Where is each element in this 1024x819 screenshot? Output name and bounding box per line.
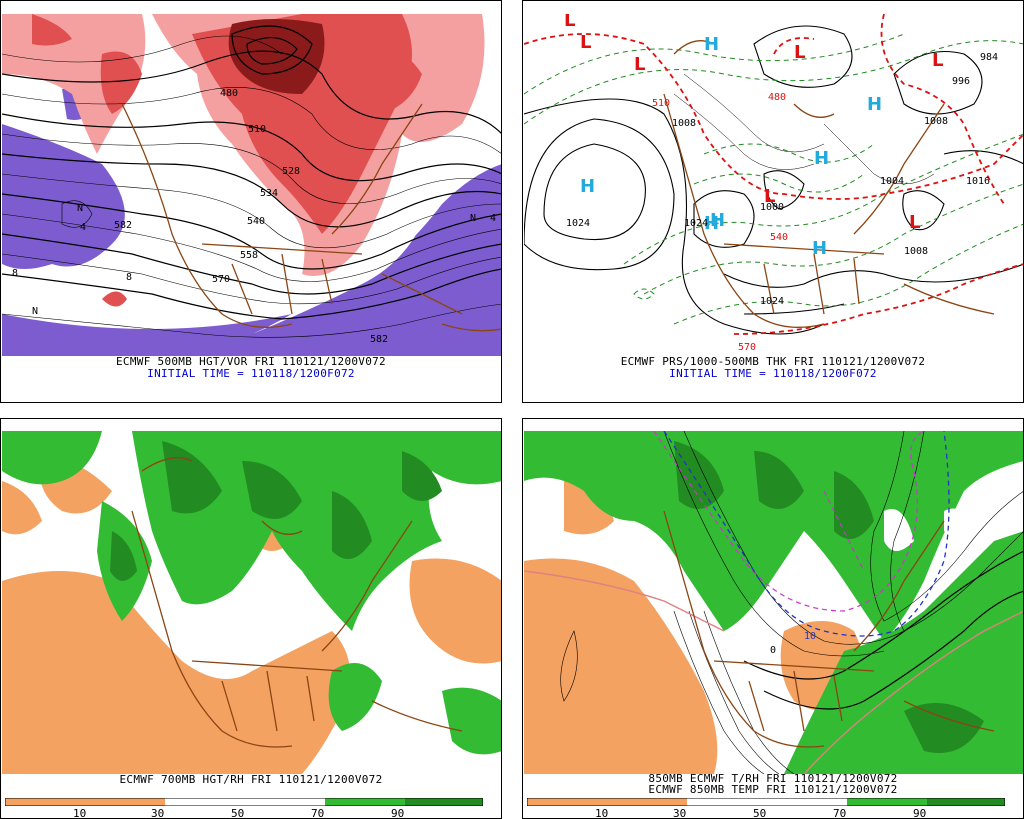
contour-label: 570	[212, 274, 230, 285]
contour-label: 4	[80, 222, 86, 233]
high-pressure-label: H	[704, 34, 719, 55]
negative-vorticity-area	[2, 124, 125, 269]
map-500mb-vorticity: 480 510 534 540 558 570 582 582 528 8 8 …	[2, 14, 501, 356]
contour-label: N	[77, 203, 83, 214]
initial-time-caption: INITIAL TIME = 110118/1200F072	[669, 367, 877, 380]
low-pressure-label: L	[932, 50, 943, 71]
map-850mb-temp-rh: 0 10	[524, 431, 1023, 774]
rh-colorbar	[5, 798, 483, 806]
colorbar-label: 50	[231, 807, 245, 819]
high-pressure-label: H	[814, 148, 829, 169]
contour-label: 8	[12, 268, 18, 279]
contour-label: 534	[260, 188, 278, 199]
panel-850mb-temp-rh: 0 10 850MB ECMWF T/RH FRI 110121/1200V07…	[522, 418, 1024, 819]
panel-caption: 850MB ECMWF T/RH FRI 110121/1200V072	[648, 772, 898, 785]
colorbar-label: 30	[151, 807, 165, 819]
low-pressure-label: L	[580, 32, 591, 53]
contour-label: 8	[126, 272, 132, 283]
panel-700mb-rh: ECMWF 700MB HGT/RH FRI 110121/1200V072 1…	[0, 418, 502, 819]
isobar-label: 1004	[880, 176, 904, 187]
high-pressure-label: H	[710, 210, 725, 231]
contour-label: 582	[370, 334, 388, 345]
high-pressure-label: H	[704, 213, 719, 234]
low-pressure-label: L	[564, 14, 575, 31]
isobar-label: 1008	[672, 118, 696, 129]
contour-label: 0	[770, 645, 776, 656]
isobar-label: 984	[980, 52, 998, 63]
thickness-label: 480	[768, 92, 786, 103]
colorbar-label: 30	[673, 807, 687, 819]
contour-label: N	[470, 213, 476, 224]
panel-caption-secondary: ECMWF 850MB TEMP FRI 110121/1200V072	[648, 783, 898, 796]
thickness-label: 570	[738, 342, 756, 353]
colorbar-label: 70	[833, 807, 847, 819]
isobar-label: 1016	[966, 176, 990, 187]
contour-label: 510	[248, 124, 266, 135]
colorbar-label: 70	[311, 807, 325, 819]
map-700mb-rh	[2, 431, 501, 774]
contour-label: 540	[247, 216, 265, 227]
isobar-label: 1024	[684, 218, 708, 229]
panel-caption: ECMWF 500MB HGT/VOR FRI 110121/1200V072	[116, 355, 386, 368]
dry-air-area	[524, 558, 718, 774]
colorbar-label: 10	[595, 807, 609, 819]
low-pressure-label: L	[634, 54, 645, 75]
high-pressure-label: H	[867, 94, 882, 115]
isobar-label: 1008	[924, 116, 948, 127]
panel-500mb-vorticity: 480 510 534 540 558 570 582 582 528 8 8 …	[0, 0, 502, 403]
isobar-label: 1008	[904, 246, 928, 257]
colorbar-label: 90	[391, 807, 405, 819]
thickness-label: 540	[770, 232, 788, 243]
colorbar-label: 90	[913, 807, 927, 819]
panel-caption: ECMWF PRS/1000-500MB THK FRI 110121/1200…	[620, 355, 926, 368]
high-pressure-label: H	[812, 238, 827, 259]
contour-label: 10	[804, 631, 816, 642]
panel-pressure-thickness: H H H H H H H L L L L L L L 1024 1024 10…	[522, 0, 1024, 403]
isobar-label: 1024	[566, 218, 590, 229]
panel-caption: ECMWF 700MB HGT/RH FRI 110121/1200V072	[119, 773, 383, 786]
freezing-line	[653, 431, 925, 612]
isobar-label: 1000	[760, 202, 784, 213]
thickness-label: 510	[652, 98, 670, 109]
colorbar-label: 50	[753, 807, 767, 819]
low-pressure-label: L	[909, 212, 920, 233]
low-pressure-label: L	[764, 186, 775, 207]
colorbar-label: 10	[73, 807, 87, 819]
positive-vorticity-area	[2, 14, 146, 154]
contour-label: 558	[240, 250, 258, 261]
rh-colorbar	[527, 798, 1005, 806]
map-pressure-thickness: H H H H H H H L L L L L L L 1024 1024 10…	[524, 14, 1023, 356]
contour-label: 528	[282, 166, 300, 177]
isobar-label: 996	[952, 76, 970, 87]
thickness-540-line	[524, 33, 1023, 200]
high-pressure-label: H	[580, 176, 595, 197]
contour-label: 4	[490, 213, 496, 224]
dry-air-area	[2, 571, 350, 774]
isobar-label: 1024	[760, 296, 784, 307]
initial-time-caption: INITIAL TIME = 110118/1200F072	[147, 367, 355, 380]
contour-label: 582	[114, 220, 132, 231]
contour-label: N	[32, 306, 38, 317]
contour-label: 480	[220, 88, 238, 99]
low-pressure-label: L	[794, 42, 805, 63]
